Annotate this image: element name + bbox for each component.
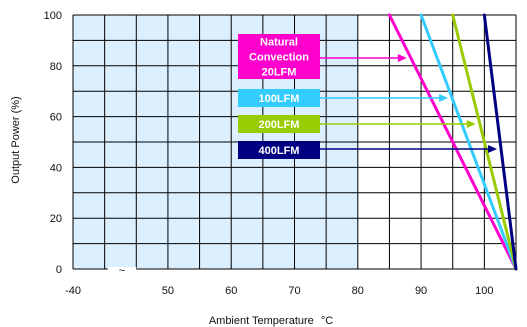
series-line xyxy=(387,13,518,271)
callout-arrowhead xyxy=(397,54,407,62)
series-line xyxy=(451,13,518,271)
series-label-text: 20LFM xyxy=(262,67,297,79)
x-tick-label: 50 xyxy=(162,285,174,297)
x-axis-title: Ambient Temperature °C xyxy=(209,315,333,327)
axis-break-symbol: ~ xyxy=(119,265,125,277)
callout-arrowhead xyxy=(439,94,449,102)
callout-arrowhead xyxy=(488,145,498,153)
series-callouts: Natural Convection 20LFM 100LFM 200LFM 400LFM xyxy=(238,34,498,159)
x-tick-label: 90 xyxy=(415,285,427,297)
y-axis-title: Output Power (%) xyxy=(10,96,22,183)
x-tick-label: 80 xyxy=(352,285,364,297)
y-tick-label: 80 xyxy=(50,61,62,73)
y-tick-label: 60 xyxy=(50,112,62,124)
axis-break-gap xyxy=(107,267,137,272)
series-label-box xyxy=(238,89,320,107)
series-label-box xyxy=(238,34,320,79)
series-label-text: 400LFM xyxy=(259,145,300,157)
y-tick-label: 20 xyxy=(50,213,62,225)
x-axis-title-unit: °C xyxy=(321,315,333,327)
callout-arrowhead xyxy=(466,120,476,128)
x-tick-label: 70 xyxy=(288,285,300,297)
series-label-text: Convection xyxy=(249,52,309,64)
tick-labels: -405060708090100110020406080100 xyxy=(44,10,494,297)
x-axis-title-text: Ambient Temperature xyxy=(209,315,314,327)
series-line xyxy=(419,13,518,271)
series-lines xyxy=(387,13,518,271)
x-tick-label: 60 xyxy=(225,285,237,297)
series-label-text: 200LFM xyxy=(259,119,300,131)
series-label-text: 100LFM xyxy=(259,93,300,105)
y-tick-label: 0 xyxy=(56,264,62,276)
y-tick-label: 40 xyxy=(50,162,62,174)
series-label-box xyxy=(238,141,320,159)
x-tick-label: 100 xyxy=(475,285,493,297)
series-line xyxy=(482,13,518,271)
series-label-box xyxy=(238,115,320,133)
series-label-text: Natural xyxy=(260,37,298,49)
y-tick-label: 100 xyxy=(44,10,62,22)
x-tick-label: -40 xyxy=(65,285,81,297)
